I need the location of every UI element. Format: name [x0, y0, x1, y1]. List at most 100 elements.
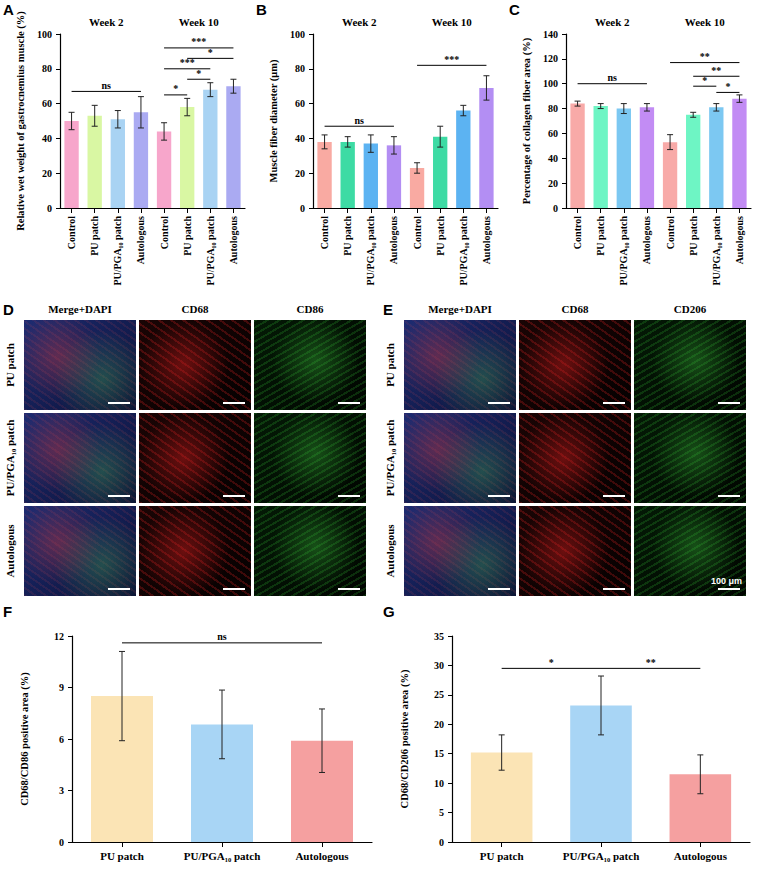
svg-text:PU patch: PU patch [688, 216, 699, 256]
svg-text:PU patch: PU patch [435, 216, 446, 256]
svg-text:Autologous: Autologous [734, 216, 745, 264]
svg-text:Week 2: Week 2 [342, 16, 377, 28]
svg-text:Control: Control [665, 216, 676, 249]
svg-text:Week 2: Week 2 [89, 16, 124, 28]
svg-text:Week 10: Week 10 [432, 16, 473, 28]
svg-text:20: 20 [42, 168, 52, 179]
svg-text:*: * [549, 657, 554, 668]
svg-text:100: 100 [543, 78, 558, 89]
svg-text:Relative wet weight of gastroc: Relative wet weight of gastrocnemius mus… [15, 11, 27, 231]
svg-text:35: 35 [434, 631, 444, 642]
svg-text:CD68/CD206 positive area (%): CD68/CD206 positive area (%) [399, 669, 411, 808]
svg-text:ns: ns [355, 115, 365, 126]
svg-text:***: *** [444, 54, 459, 65]
svg-text:PU/PGA₁₀ patch: PU/PGA₁₀ patch [205, 216, 216, 286]
html-text:CD206: CD206 [673, 303, 707, 315]
svg-text:60: 60 [42, 98, 52, 109]
svg-text:6: 6 [59, 734, 64, 745]
svg-text:Autologous: Autologous [481, 216, 492, 264]
svg-text:CD68/CD86 positive area (%): CD68/CD86 positive area (%) [19, 672, 31, 806]
svg-text:Percentage of collagen fiber a: Percentage of collagen fiber area (%) [521, 37, 533, 204]
svg-text:12: 12 [54, 631, 64, 642]
svg-text:Control: Control [572, 216, 583, 249]
svg-text:40: 40 [42, 133, 52, 144]
svg-text:80: 80 [295, 63, 305, 74]
svg-text:0: 0 [300, 203, 305, 214]
html-text:PU patch: PU patch [384, 343, 396, 387]
svg-text:*: * [173, 83, 178, 94]
html-text:Autologous: Autologous [4, 524, 16, 578]
svg-text:120: 120 [543, 53, 558, 64]
svg-text:PU patch: PU patch [480, 850, 524, 862]
svg-text:5: 5 [439, 807, 444, 818]
html-text:CD68: CD68 [561, 303, 589, 315]
svg-text:Autologous: Autologous [135, 216, 146, 264]
svg-text:PU/PGA₁₀ patch: PU/PGA₁₀ patch [458, 216, 469, 286]
html-text:PU patch: PU patch [4, 343, 16, 387]
svg-text:80: 80 [548, 103, 558, 114]
svg-text:Control: Control [66, 216, 77, 249]
html-text:CD68: CD68 [181, 303, 209, 315]
svg-text:Muscle fiber diameter (μm): Muscle fiber diameter (μm) [268, 59, 280, 183]
svg-text:Week 10: Week 10 [685, 16, 726, 28]
svg-text:20: 20 [548, 178, 558, 189]
svg-text:*: * [196, 68, 201, 79]
svg-text:**: ** [646, 657, 656, 668]
svg-text:***: *** [191, 36, 206, 47]
svg-text:Autologous: Autologous [388, 216, 399, 264]
svg-text:100: 100 [290, 29, 305, 40]
svg-text:*: * [208, 47, 213, 58]
svg-text:0: 0 [47, 203, 52, 214]
svg-text:Control: Control [319, 216, 330, 249]
svg-text:Control: Control [412, 216, 423, 249]
svg-text:Week 10: Week 10 [179, 16, 220, 28]
svg-text:100: 100 [37, 29, 52, 40]
html-text:CD86: CD86 [296, 303, 324, 315]
html-text:G: G [383, 603, 395, 620]
svg-text:PU/PGA₁₀ patch: PU/PGA₁₀ patch [184, 850, 261, 862]
svg-text:*: * [725, 81, 730, 92]
svg-text:ns: ns [102, 80, 112, 91]
svg-text:3: 3 [59, 785, 64, 796]
svg-text:PU/PGA₁₀ patch: PU/PGA₁₀ patch [365, 216, 376, 286]
svg-text:25: 25 [434, 689, 444, 700]
svg-text:PU/PGA₁₀ patch: PU/PGA₁₀ patch [563, 850, 640, 862]
svg-text:15: 15 [434, 748, 444, 759]
svg-text:ns: ns [608, 72, 618, 83]
svg-text:Week 2: Week 2 [595, 16, 630, 28]
svg-text:30: 30 [434, 660, 444, 671]
svg-text:***: *** [180, 57, 195, 68]
svg-text:PU patch: PU patch [89, 216, 100, 256]
svg-text:140: 140 [543, 29, 558, 40]
svg-text:**: ** [711, 65, 721, 76]
svg-text:40: 40 [548, 153, 558, 164]
svg-text:Autologous: Autologous [295, 850, 349, 862]
svg-text:PU patch: PU patch [595, 216, 606, 256]
svg-text:ns: ns [217, 631, 227, 642]
svg-text:Control: Control [159, 216, 170, 249]
svg-text:PU/PGA₁₀ patch: PU/PGA₁₀ patch [618, 216, 629, 286]
html-text:PU/PGA₁₀ patch: PU/PGA₁₀ patch [4, 419, 16, 497]
svg-text:Autologous: Autologous [228, 216, 239, 264]
svg-text:PU patch: PU patch [182, 216, 193, 256]
svg-text:10: 10 [434, 778, 444, 789]
svg-text:0: 0 [553, 203, 558, 214]
html-text:Merge+DAPI: Merge+DAPI [48, 303, 112, 315]
svg-text:Autologous: Autologous [641, 216, 652, 264]
svg-text:PU patch: PU patch [342, 216, 353, 256]
svg-text:PU patch: PU patch [100, 850, 144, 862]
svg-text:40: 40 [295, 133, 305, 144]
svg-text:PU/PGA₁₀ patch: PU/PGA₁₀ patch [112, 216, 123, 286]
svg-text:60: 60 [548, 128, 558, 139]
svg-text:20: 20 [295, 168, 305, 179]
svg-text:**: ** [700, 51, 710, 62]
svg-text:PU/PGA₁₀ patch: PU/PGA₁₀ patch [711, 216, 722, 286]
svg-text:20: 20 [434, 719, 444, 730]
svg-text:0: 0 [439, 837, 444, 848]
html-text:Merge+DAPI: Merge+DAPI [428, 303, 492, 315]
svg-text:Autologous: Autologous [674, 850, 728, 862]
svg-text:0: 0 [59, 837, 64, 848]
svg-text:60: 60 [295, 98, 305, 109]
svg-text:9: 9 [59, 682, 64, 693]
svg-text:80: 80 [42, 63, 52, 74]
